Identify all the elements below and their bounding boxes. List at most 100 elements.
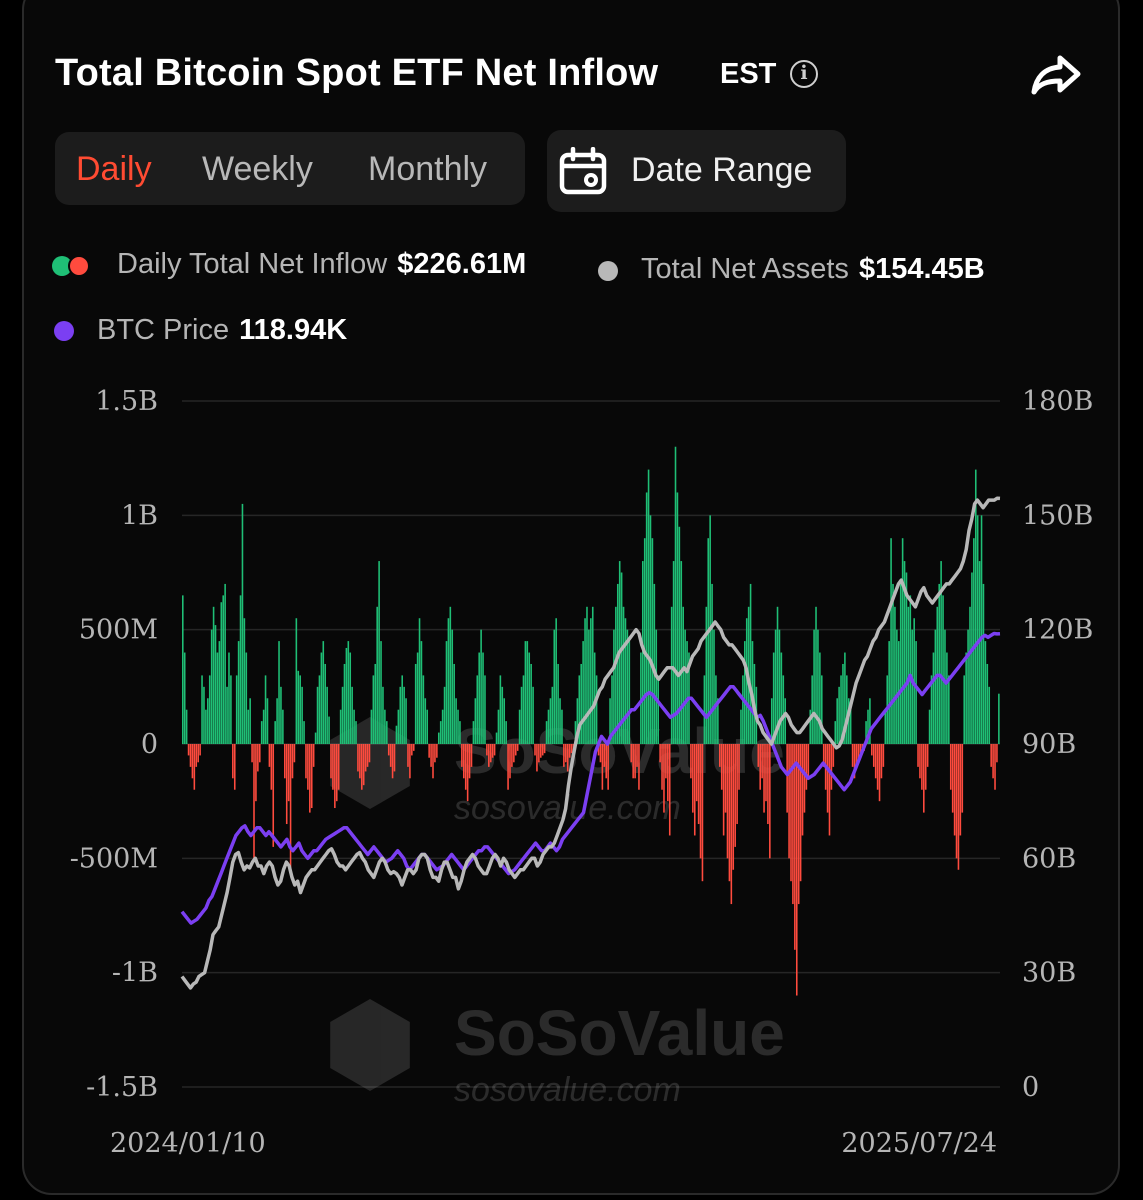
inflow-bar bbox=[599, 744, 602, 763]
inflow-bar bbox=[976, 515, 979, 744]
inflow-bar bbox=[497, 709, 500, 744]
inflow-bar bbox=[576, 698, 579, 744]
inflow-bar bbox=[207, 698, 209, 744]
inflow-bar bbox=[699, 744, 702, 859]
inflow-bar bbox=[774, 629, 777, 744]
inflow-bar bbox=[270, 744, 273, 790]
inflow-bar bbox=[780, 652, 783, 744]
inflow-bar bbox=[495, 732, 498, 744]
inflow-bar bbox=[301, 686, 303, 744]
date-range-button[interactable]: Date Range bbox=[547, 130, 846, 212]
inflow-bar bbox=[468, 744, 471, 779]
legend-assets[interactable]: Total Net Assets $154.45B bbox=[641, 253, 985, 286]
assets-legend-dot bbox=[598, 261, 618, 281]
period-tabs: Daily Weekly Monthly bbox=[55, 132, 525, 205]
date-range-label: Date Range bbox=[631, 151, 813, 189]
inflow-bar bbox=[326, 686, 328, 744]
inflow-bar bbox=[218, 641, 221, 744]
share-icon[interactable] bbox=[1030, 52, 1082, 96]
inflow-bar bbox=[672, 561, 675, 744]
inflow-bar bbox=[782, 675, 785, 744]
inflow-bar bbox=[745, 618, 748, 744]
inflow-bar bbox=[491, 744, 494, 758]
inflow-bar bbox=[955, 744, 958, 859]
inflow-bar bbox=[387, 744, 390, 756]
tab-monthly[interactable]: Monthly bbox=[368, 150, 488, 188]
inflow-bar bbox=[280, 686, 282, 744]
legend-inflow[interactable]: Daily Total Net Inflow $226.61M bbox=[117, 248, 526, 281]
inflow-bar bbox=[988, 686, 991, 744]
inflow-bar bbox=[451, 629, 454, 744]
inflow-bar bbox=[813, 629, 815, 744]
legend-price[interactable]: BTC Price 118.94K bbox=[97, 314, 347, 347]
inflow-bar bbox=[409, 744, 411, 779]
tab-daily[interactable]: Daily bbox=[76, 150, 152, 188]
inflow-bar bbox=[963, 675, 966, 744]
inflow-bar bbox=[984, 641, 987, 744]
inflow-bar bbox=[707, 538, 710, 744]
inflow-bar bbox=[226, 686, 228, 744]
inflow-bar bbox=[541, 744, 544, 756]
inflow-bar bbox=[574, 721, 577, 744]
inflow-bar bbox=[520, 686, 523, 744]
inflow-bar bbox=[339, 709, 342, 744]
inflow-bar bbox=[511, 744, 513, 767]
inflow-chart[interactable]: 1.5B 180B 1B 150B 500M 120B 0 90B -500M 60B -1B 30B… bbox=[0, 380, 1143, 1170]
left-axis-tick: 1.5B bbox=[95, 386, 158, 417]
inflow-bar bbox=[884, 709, 887, 744]
left-axis-tick: 1B bbox=[121, 500, 158, 531]
svg-text:sosovalue.com: sosovalue.com bbox=[454, 1071, 681, 1109]
inflow-bar bbox=[761, 744, 763, 779]
inflow-bar bbox=[332, 744, 334, 790]
inflow-bar bbox=[655, 629, 658, 744]
inflow-bar bbox=[859, 744, 862, 758]
right-axis-tick: 90B bbox=[1022, 729, 1076, 760]
timezone-label[interactable]: EST bbox=[720, 58, 777, 90]
inflow-bar bbox=[251, 744, 253, 763]
inflow-bar bbox=[359, 744, 361, 779]
inflow-bar bbox=[553, 629, 556, 744]
inflow-bar bbox=[457, 709, 459, 744]
inflow-bar bbox=[674, 446, 677, 744]
inflow-bar bbox=[809, 709, 812, 744]
inflow-bar bbox=[668, 744, 671, 836]
tab-weekly[interactable]: Weekly bbox=[202, 150, 313, 188]
chart-title: Total Bitcoin Spot ETF Net Inflow bbox=[55, 52, 659, 94]
inflow-bar bbox=[817, 629, 819, 744]
inflow-bar bbox=[411, 744, 413, 756]
inflow-bar bbox=[905, 572, 908, 744]
inflow-bar bbox=[967, 629, 969, 744]
right-axis-tick: 180B bbox=[1022, 386, 1093, 417]
inflow-bar bbox=[384, 709, 386, 744]
info-icon[interactable]: i bbox=[790, 60, 818, 88]
inflow-bar bbox=[245, 652, 248, 744]
inflow-bar bbox=[994, 744, 996, 790]
inflow-bar bbox=[647, 469, 650, 744]
inflow-bar bbox=[201, 675, 203, 744]
inflow-bar bbox=[328, 716, 330, 744]
inflow-bar bbox=[447, 618, 450, 744]
inflow-bar bbox=[389, 744, 392, 767]
inflow-bar bbox=[437, 732, 440, 744]
inflow-bar bbox=[888, 641, 890, 744]
left-axis-tick: -1B bbox=[112, 958, 158, 989]
inflow-bar bbox=[314, 732, 317, 744]
inflow-bar bbox=[842, 663, 844, 744]
inflow-bar bbox=[208, 675, 211, 744]
inflow-bar bbox=[923, 744, 925, 813]
inflow-bar bbox=[374, 663, 377, 744]
inflow-bar bbox=[309, 744, 311, 813]
inflow-bar bbox=[665, 744, 667, 779]
inflow-bar bbox=[284, 744, 286, 779]
inflow-bar bbox=[357, 744, 359, 772]
inflow-bar bbox=[197, 744, 199, 763]
inflow-bar bbox=[278, 641, 280, 744]
inflow-bar bbox=[770, 698, 773, 744]
legend-assets-label: Total Net Assets bbox=[641, 253, 849, 285]
inflow-bar bbox=[930, 675, 933, 744]
x-axis-end-label: 2025/07/24 bbox=[841, 1128, 997, 1159]
inflow-bar bbox=[628, 641, 631, 744]
inflow-bar bbox=[343, 663, 346, 744]
inflow-bar bbox=[528, 652, 531, 744]
